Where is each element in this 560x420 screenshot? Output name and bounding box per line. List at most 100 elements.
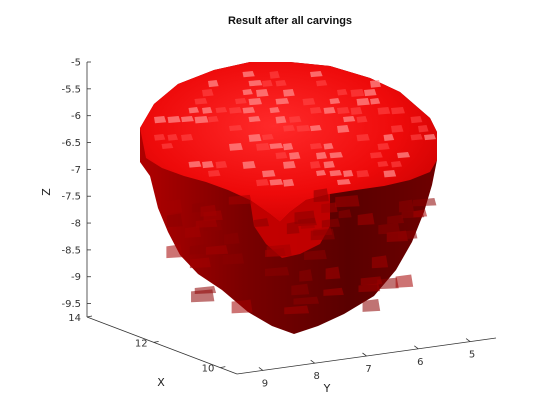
surface-facet bbox=[323, 107, 336, 114]
surface-facet bbox=[343, 170, 354, 177]
surface-facet bbox=[310, 71, 323, 78]
side-facet bbox=[398, 199, 414, 213]
surface-facet bbox=[356, 134, 370, 142]
side-facet bbox=[205, 245, 229, 255]
z-tick-label: -5 bbox=[71, 58, 81, 69]
surface-facet bbox=[154, 116, 167, 124]
surface-facet bbox=[323, 143, 334, 150]
y-axis-ticks: 9 8 7 6 5 bbox=[258, 338, 475, 389]
surface-facet bbox=[269, 143, 284, 150]
y-tick-mark bbox=[465, 338, 471, 342]
z-axis-ticks: -5 -5.5 -6 -6.5 -7 -7.5 -8 -8.5 -9 -9.5 bbox=[61, 58, 91, 310]
side-facet bbox=[224, 232, 240, 245]
side-facet bbox=[299, 269, 313, 282]
surface-facet bbox=[391, 161, 402, 168]
surface-facet bbox=[248, 80, 263, 87]
surface-facet bbox=[329, 98, 341, 105]
surface-facet bbox=[256, 179, 270, 187]
z-tick-label: -5.5 bbox=[61, 84, 81, 95]
surface-facet bbox=[289, 152, 301, 160]
side-facet bbox=[358, 283, 381, 293]
surface-facet bbox=[323, 161, 335, 169]
side-facet bbox=[395, 274, 414, 288]
z-tick-label: -8 bbox=[71, 219, 81, 230]
x-tick-mark bbox=[86, 315, 93, 318]
surface-facet bbox=[418, 125, 429, 133]
surface-facet bbox=[269, 71, 280, 79]
surface-facet bbox=[248, 134, 262, 142]
side-facet bbox=[194, 285, 217, 295]
x-axis-ticks: 14 12 10 bbox=[68, 313, 226, 375]
surface-facet bbox=[356, 170, 370, 178]
surface-facet bbox=[337, 179, 351, 186]
z-tick-label: -7 bbox=[71, 165, 81, 176]
x-tick-label: 12 bbox=[135, 338, 148, 349]
surface-facet bbox=[283, 179, 295, 187]
surface-facet bbox=[229, 143, 243, 151]
surface-facet bbox=[302, 98, 316, 106]
side-facet bbox=[222, 253, 245, 265]
surface-facet bbox=[202, 89, 214, 97]
side-facet bbox=[387, 214, 405, 224]
surface-facet bbox=[383, 134, 395, 141]
side-facet bbox=[189, 257, 211, 269]
surface-facet bbox=[337, 89, 348, 96]
surface-facet bbox=[316, 152, 328, 160]
side-facet bbox=[294, 210, 316, 225]
y-tick-label: 6 bbox=[417, 357, 423, 368]
surface-facet bbox=[383, 170, 397, 178]
surface-facet bbox=[161, 143, 174, 150]
z-tick-label: -7.5 bbox=[61, 192, 81, 203]
surface-facet bbox=[424, 134, 436, 141]
surface-facet bbox=[256, 143, 270, 151]
side-facet bbox=[231, 299, 253, 314]
surface-facet bbox=[377, 161, 389, 168]
side-facet bbox=[412, 197, 437, 207]
surface-facet bbox=[242, 71, 255, 78]
surface-facet bbox=[229, 107, 242, 114]
side-facet bbox=[184, 226, 201, 238]
surface-facet bbox=[316, 80, 328, 87]
surface-facet bbox=[262, 170, 276, 178]
side-facet bbox=[200, 204, 217, 217]
surface-facet bbox=[194, 116, 209, 124]
surface-facet bbox=[167, 116, 181, 124]
surface-facet bbox=[283, 125, 295, 132]
y-tick-label: 9 bbox=[262, 378, 268, 389]
surface-facet bbox=[215, 161, 228, 169]
surface-facet bbox=[364, 89, 377, 97]
surface-facet bbox=[310, 143, 323, 150]
side-facet bbox=[253, 218, 270, 228]
x-tick-mark bbox=[153, 340, 159, 343]
x-axis-line bbox=[86, 316, 238, 375]
surface-facet bbox=[377, 107, 391, 115]
side-facet bbox=[284, 305, 310, 315]
x-tick-label: 10 bbox=[202, 364, 215, 375]
surface-facet bbox=[188, 107, 200, 114]
side-facet bbox=[161, 199, 183, 214]
chart-title: Result after all carvings bbox=[228, 15, 352, 27]
surface-facet bbox=[208, 80, 219, 88]
y-tick-label: 7 bbox=[365, 364, 371, 375]
surface-facet bbox=[283, 161, 296, 169]
y-tick-label: 8 bbox=[314, 371, 320, 382]
surface-facet bbox=[283, 89, 295, 97]
side-facet bbox=[266, 244, 292, 257]
surface-facet bbox=[202, 107, 213, 114]
surface-facet bbox=[337, 107, 350, 114]
side-facet bbox=[291, 283, 310, 296]
surface-facet bbox=[269, 179, 284, 186]
surface-facet bbox=[410, 116, 423, 124]
x-tick-mark bbox=[220, 366, 226, 369]
side-facet bbox=[321, 218, 341, 228]
surface-facet bbox=[356, 116, 368, 123]
surface-facet bbox=[377, 143, 390, 151]
surface-facet bbox=[275, 116, 287, 124]
side-facet bbox=[166, 244, 183, 259]
side-facet bbox=[378, 223, 401, 235]
surface-facet bbox=[262, 80, 273, 87]
z-tick-label: -6 bbox=[71, 111, 81, 122]
z-axis-label: Z bbox=[40, 188, 53, 196]
